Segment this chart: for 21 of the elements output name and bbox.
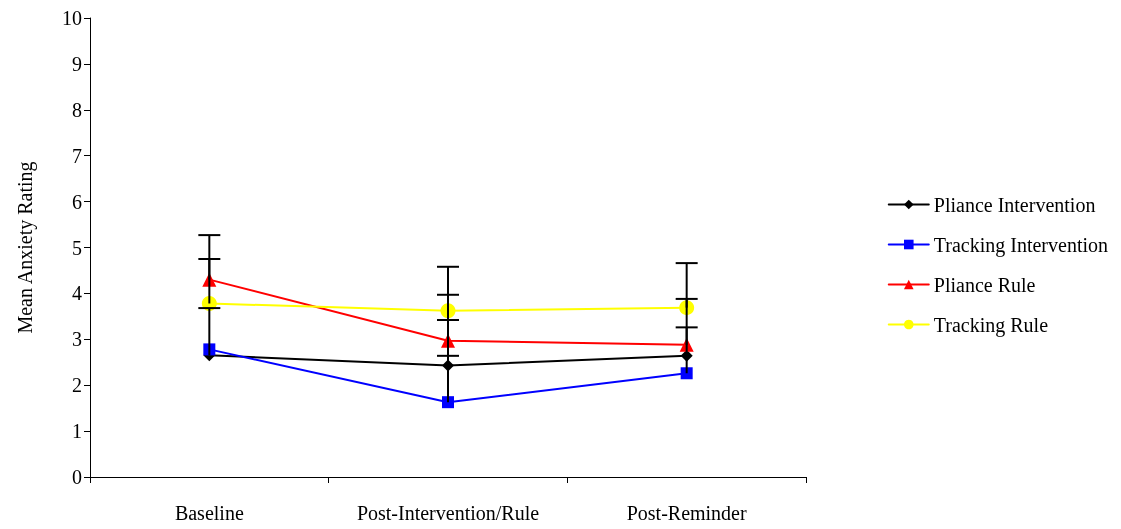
x-tick-label: Post-Intervention/Rule: [356, 502, 540, 524]
y-tick-label: 1: [72, 420, 82, 443]
legend-label: Pliance Intervention: [933, 193, 1096, 216]
y-tick-label: 3: [72, 328, 82, 351]
y-tick-label: 2: [72, 374, 82, 397]
y-tick-label: 5: [72, 236, 82, 259]
legend-label: Pliance Rule: [933, 273, 1036, 296]
y-axis-title: Mean Anxiety Rating: [14, 161, 37, 334]
x-tick-label: Post-Reminder: [626, 502, 747, 524]
x-tick-label: Baseline: [174, 502, 244, 524]
legend-label: Tracking Rule: [933, 313, 1049, 337]
y-tick-label: 8: [72, 98, 82, 121]
legend-label: Tracking Intervention: [933, 233, 1109, 257]
y-tick-label: 7: [72, 144, 82, 167]
y-tick-label: 10: [62, 7, 82, 29]
y-tick-label: 0: [72, 466, 82, 488]
y-tick-label: 9: [72, 52, 82, 75]
point: [680, 367, 693, 380]
y-tick-label: 4: [72, 282, 82, 305]
point: [442, 396, 454, 409]
y-tick-label: 6: [72, 190, 82, 213]
